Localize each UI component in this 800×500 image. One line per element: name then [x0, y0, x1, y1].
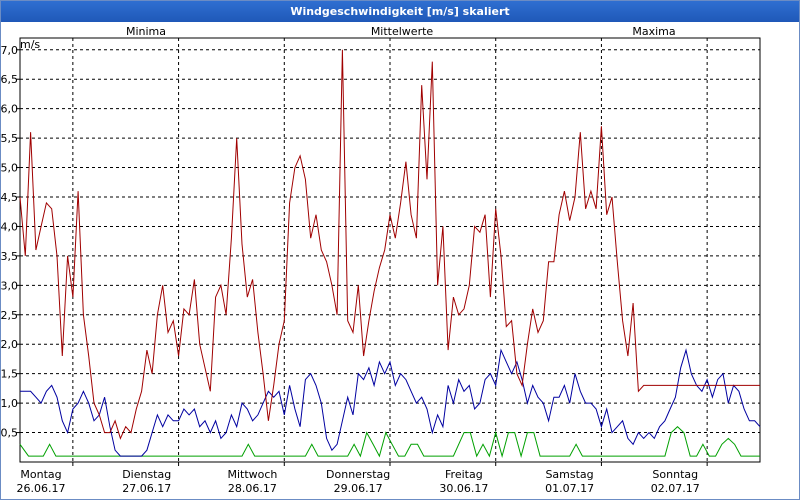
x-date-label: 01.07.17: [545, 482, 594, 495]
series-line-mittelwerte: [20, 348, 761, 457]
x-date-label: 26.06.17: [17, 482, 66, 495]
y-tick-label: 5,0: [1, 162, 19, 175]
y-tick-label: 7,0: [1, 44, 19, 57]
window-title: Windgeschwindigkeit [m/s] skaliert: [1, 1, 799, 22]
y-tick-label: 3,0: [1, 279, 19, 292]
y-tick-label: 6,0: [1, 103, 19, 116]
x-day-label: Montag: [20, 468, 61, 481]
y-tick-label: 6,5: [1, 73, 19, 86]
legend-minima: Minima: [126, 25, 166, 38]
x-day-label: Donnerstag: [326, 468, 390, 481]
y-tick-label: 0,5: [1, 427, 19, 440]
x-day-label: Sonntag: [652, 468, 698, 481]
x-date-label: 30.06.17: [439, 482, 488, 495]
y-axis-ticks: 0,5 1,0 1,5 2,0 2,5 3,0 3,5 4,0 4,5 5,0 5,5 6,0 6,5 7…: [1, 44, 20, 440]
series-line-maxima: [19, 49, 760, 440]
x-date-label: 28.06.17: [228, 482, 277, 495]
y-tick-label: 4,0: [1, 220, 19, 233]
x-date-label: 02.07.17: [651, 482, 700, 495]
y-tick-label: 2,5: [1, 309, 19, 322]
x-day-label: Mittwoch: [227, 468, 277, 481]
legend-mittelwerte: Mittelwerte: [371, 25, 434, 38]
x-day-label: Samstag: [545, 468, 593, 481]
legend-maxima: Maxima: [632, 25, 675, 38]
series-lines: [19, 49, 761, 459]
x-day-label: Dienstag: [122, 468, 171, 481]
y-tick-label: 5,5: [1, 132, 19, 145]
x-day-label: Freitag: [445, 468, 483, 481]
y-axis-label: m/s: [20, 38, 40, 51]
wind-speed-chart: 0,5 1,0 1,5 2,0 2,5 3,0 3,5 4,0 4,5 5,0 5,5 6,0 6,5 7…: [1, 25, 761, 495]
y-tick-label: 4,5: [1, 191, 19, 204]
grid-lines: [20, 38, 760, 462]
x-date-label: 27.06.17: [122, 482, 171, 495]
y-tick-label: 2,0: [1, 338, 19, 351]
y-tick-label: 1,5: [1, 368, 19, 381]
x-date-label: 29.06.17: [334, 482, 383, 495]
series-line-minima: [19, 426, 760, 459]
y-tick-label: 3,5: [1, 250, 19, 263]
y-tick-label: 1,0: [1, 397, 19, 410]
